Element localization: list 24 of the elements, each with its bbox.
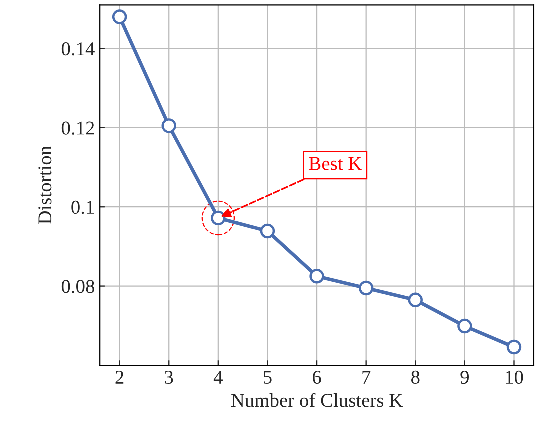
x-tick-label: 2 (116, 370, 124, 384)
x-tick-label: 5 (264, 371, 272, 384)
x-tick-label: 9 (460, 370, 470, 384)
x-tick-label: 8 (412, 370, 420, 384)
y-tick-label: 0.12 (62, 122, 94, 135)
point (112, 10, 128, 24)
x-tick-label: 3 (165, 370, 174, 384)
x-tick-label: 7 (362, 371, 371, 384)
point (506, 340, 522, 355)
point (408, 292, 423, 308)
y-tick-label: 0.08 (62, 280, 94, 294)
x-tick-label: 6 (313, 370, 322, 384)
y-tick-label: 0.14 (62, 42, 95, 56)
x-tick-label: 4 (214, 371, 223, 384)
point (310, 269, 324, 284)
point (458, 318, 472, 334)
annotation: Best K (309, 157, 362, 170)
x-axis-title: Number of Clusters K (231, 393, 403, 408)
point (260, 224, 276, 239)
y-tick-label: 0.1 (72, 200, 94, 214)
point (358, 280, 374, 296)
x-tick-label: 10 (506, 370, 524, 384)
point (162, 118, 176, 134)
y-axis-title: Distortion (38, 146, 52, 224)
